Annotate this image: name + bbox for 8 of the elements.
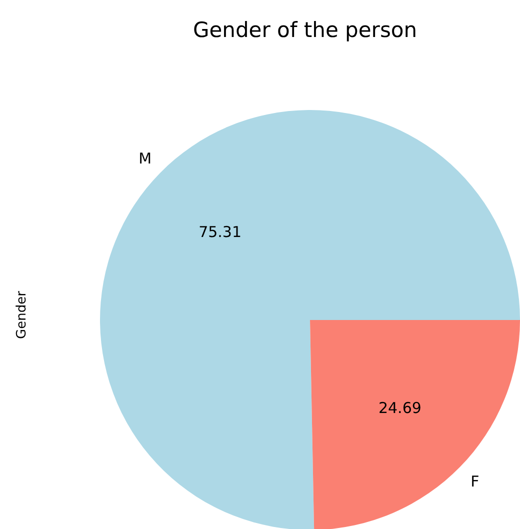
- pie-slice: [310, 320, 520, 529]
- data-label: 24.69: [378, 399, 422, 418]
- pie-slice: [100, 110, 520, 529]
- slice-label: F: [470, 472, 480, 491]
- slice-label: M: [138, 149, 152, 168]
- chart-title: Gender of the person: [192, 18, 418, 42]
- text: Gender: [14, 290, 30, 339]
- data-label: 75.31: [198, 222, 242, 241]
